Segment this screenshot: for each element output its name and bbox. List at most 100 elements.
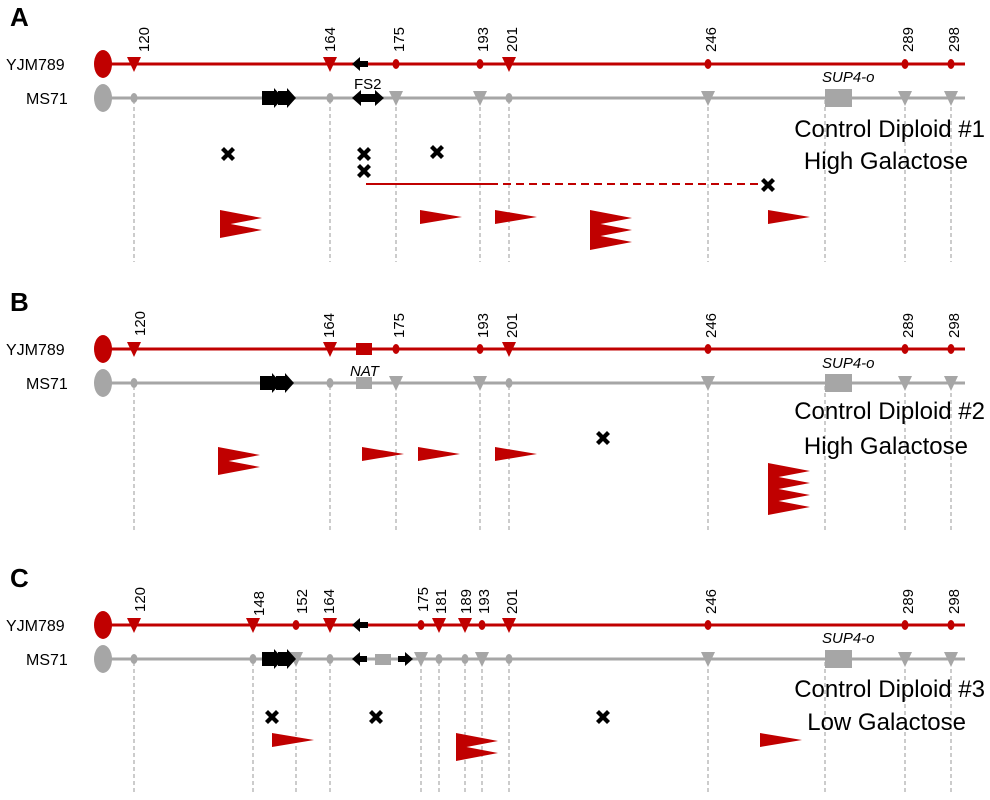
condition-line-2: Low Galactose (807, 709, 966, 736)
position-label: 120 (136, 27, 153, 52)
position-label: 181 (433, 589, 450, 614)
red-flag-marker (418, 447, 460, 461)
red-flag-marker (768, 487, 810, 503)
snp-triangle-marker (701, 91, 715, 106)
snp-dot-marker (947, 59, 955, 69)
crossover-mark-icon (265, 710, 279, 724)
snp-dot-marker (130, 93, 138, 103)
position-label: 164 (321, 589, 338, 614)
position-labels: 120 164 175 193 201 246 289 298 (132, 311, 963, 338)
strain-label-ms71: MS71 (26, 91, 68, 108)
sup4-label: SUP4-o (822, 69, 875, 86)
strain-label-ms71: MS71 (26, 652, 68, 669)
position-label: 298 (946, 589, 963, 614)
position-label: 298 (946, 27, 963, 52)
snp-dot-marker (704, 344, 712, 354)
snp-triangle-marker (127, 57, 141, 72)
position-label: 193 (476, 589, 493, 614)
snp-dot-marker (392, 59, 400, 69)
panel-letter: B (10, 287, 29, 317)
nat-marker (356, 377, 372, 389)
arrow-right-icon (262, 649, 283, 669)
snp-triangle-marker (701, 376, 715, 391)
snp-triangle-marker (502, 618, 516, 633)
snp-triangle-marker (898, 91, 912, 106)
panel-letter: C (10, 563, 29, 593)
snp-triangle-marker (944, 652, 958, 667)
red-flag-marker (218, 459, 260, 475)
condition-line-2: High Galactose (804, 433, 968, 460)
arrow-left-icon (352, 57, 368, 71)
snp-triangle-marker (473, 376, 487, 391)
position-label: 246 (703, 27, 720, 52)
arrow-right-icon (260, 373, 281, 393)
snp-dot-marker (435, 654, 443, 664)
arrow-left-icon (352, 90, 368, 106)
sup4-marker (825, 650, 852, 668)
snp-dot-marker (326, 378, 334, 388)
snp-triangle-marker (944, 91, 958, 106)
snp-dot-marker (326, 654, 334, 664)
arrow-right-icon (262, 88, 283, 108)
centromere-yjm789 (94, 611, 112, 639)
position-label: 246 (703, 313, 720, 338)
centromere-yjm789 (94, 335, 112, 363)
position-label: 193 (475, 27, 492, 52)
centromere-ms71 (94, 369, 112, 397)
centromere-yjm789 (94, 50, 112, 78)
arrow-right-icon (276, 373, 294, 393)
red-flag-marker (220, 222, 262, 238)
snp-triangle-marker (323, 618, 337, 633)
red-flag-marker (456, 733, 498, 749)
snp-triangle-marker (432, 618, 446, 633)
panel-c: C 120 148 152 164 175 181 189 193 201 (6, 563, 985, 795)
strain-label-yjm789: YJM789 (6, 57, 65, 74)
snp-triangle-marker (323, 342, 337, 357)
red-flag-marker (272, 733, 314, 747)
condition-line-1: Control Diploid #2 (794, 398, 985, 425)
snp-triangle-marker (414, 652, 428, 667)
arrow-right-icon (368, 90, 384, 106)
position-label: 164 (321, 313, 338, 338)
position-label: 246 (703, 589, 720, 614)
red-flag-marker (590, 234, 632, 250)
sup4-marker (825, 89, 852, 107)
strain-label-ms71: MS71 (26, 376, 68, 393)
guide-lines (133, 100, 952, 262)
position-label: 289 (900, 589, 917, 614)
crossover-mark-icon (596, 710, 610, 724)
snp-triangle-marker (502, 57, 516, 72)
red-flag-marker (495, 210, 537, 224)
red-flag-marker (768, 463, 810, 479)
position-label: 201 (504, 27, 521, 52)
panel-b: B 120 164 175 193 201 246 289 298 YJM789… (6, 287, 985, 530)
snp-dot-marker (505, 654, 513, 664)
panel-letter: A (10, 2, 29, 32)
insert-label: NAT (350, 363, 381, 380)
snp-triangle-marker (473, 91, 487, 106)
condition-line-1: Control Diploid #1 (794, 116, 985, 143)
snp-triangle-marker (475, 652, 489, 667)
arrow-left-icon (352, 652, 367, 666)
position-labels: 120 164 175 193 201 246 289 298 (136, 27, 963, 52)
position-label: 120 (132, 587, 149, 612)
snp-dot-marker (901, 59, 909, 69)
sup4-marker (825, 374, 852, 392)
red-flag-marker (362, 447, 404, 461)
crossover-mark-icon (357, 147, 371, 161)
position-label: 164 (322, 27, 339, 52)
snp-triangle-marker (389, 376, 403, 391)
snp-dot-marker (130, 654, 138, 664)
snp-triangle-marker (944, 376, 958, 391)
crossover-mark-icon (221, 147, 235, 161)
guide-lines (133, 386, 952, 530)
red-flag-marker (768, 210, 810, 224)
strain-label-yjm789: YJM789 (6, 618, 65, 635)
snp-dot-marker (392, 344, 400, 354)
position-label: 289 (900, 27, 917, 52)
red-flag-marker (218, 447, 260, 463)
sup4-label: SUP4-o (822, 630, 875, 647)
position-label: 148 (251, 591, 268, 616)
red-flag-marker (590, 210, 632, 226)
arrow-right-icon (278, 649, 296, 669)
